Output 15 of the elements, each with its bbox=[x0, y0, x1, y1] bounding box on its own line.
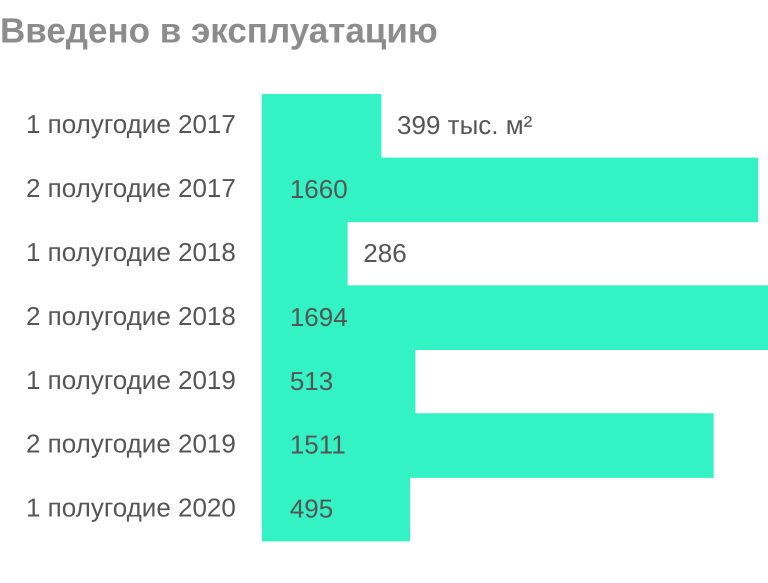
data-label: 1511 bbox=[290, 430, 346, 460]
data-label: 1660 bbox=[290, 174, 348, 204]
y-tick-label: 2 полугодие 2019 bbox=[26, 428, 236, 459]
chart-title: Введено в эксплуатацию bbox=[0, 12, 438, 51]
y-tick-label: 1 полугодие 2019 bbox=[26, 364, 236, 395]
y-tick-label: 2 полугодие 2018 bbox=[26, 300, 236, 331]
data-label: 286 bbox=[363, 238, 407, 268]
data-label: 1694 bbox=[290, 302, 348, 332]
y-tick-label: 1 полугодие 2017 bbox=[26, 109, 236, 140]
data-label: 399 тыс. м² bbox=[397, 110, 533, 140]
y-tick-label: 2 полугодие 2017 bbox=[26, 173, 236, 204]
data-label: 513 bbox=[290, 366, 334, 396]
y-tick-label: 1 полугодие 2020 bbox=[26, 492, 236, 523]
y-tick-label: 1 полугодие 2018 bbox=[26, 236, 236, 267]
data-label: 495 bbox=[290, 494, 334, 524]
